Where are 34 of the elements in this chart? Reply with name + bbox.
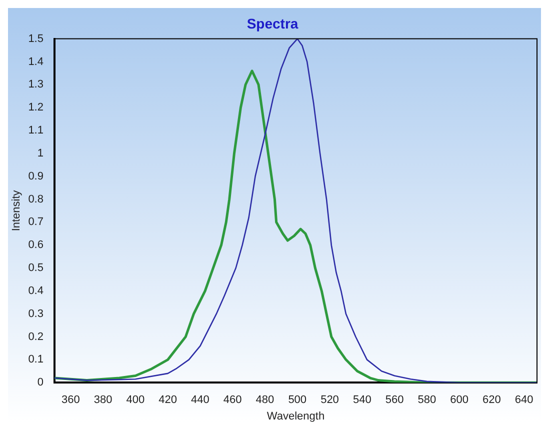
y-tick-label: 0.7 [28,216,44,228]
y-tick-label: 0.9 [28,170,44,182]
x-tick-label: 480 [256,394,274,406]
x-tick-label: 380 [94,394,112,406]
x-axis-title: Wavelength [266,410,325,422]
y-tick-label: 0 [37,376,44,389]
y-tick-label: 1.5 [28,32,44,45]
x-tick-label: 360 [62,394,80,406]
x-tick-label: 420 [158,394,178,406]
y-axis-title: Intensity [10,190,23,232]
chart-title: Spectra [246,15,298,32]
x-tick-label: 540 [352,394,372,406]
y-tick-label: 1.4 [28,56,44,68]
y-tick-label: 0.6 [28,239,44,252]
x-tick-label: 400 [126,394,145,406]
y-tick-label: 0.2 [28,330,44,343]
x-tick-label: 520 [320,394,339,406]
x-tick-label: 580 [418,394,436,406]
x-tick-label: 440 [191,394,210,406]
y-tick-label: 0.4 [28,284,44,297]
y-tick-label: 0.5 [28,262,44,274]
x-tick-label: 500 [288,394,307,406]
y-tick-label: 1.2 [28,102,44,114]
x-tick-label: 620 [482,394,501,406]
x-tick-label: 460 [223,394,242,406]
y-tick-label: 0.3 [28,308,44,320]
y-tick-label: 1.3 [28,78,44,91]
x-tick-label: 560 [385,394,404,406]
y-tick-label: 1 [37,147,44,160]
y-tick-label: 0.1 [28,354,44,366]
x-tick-label: 640 [514,394,534,406]
y-tick-label: 0.8 [28,193,44,206]
y-tick-label: 1.1 [28,124,44,137]
x-tick-label: 600 [450,394,468,406]
